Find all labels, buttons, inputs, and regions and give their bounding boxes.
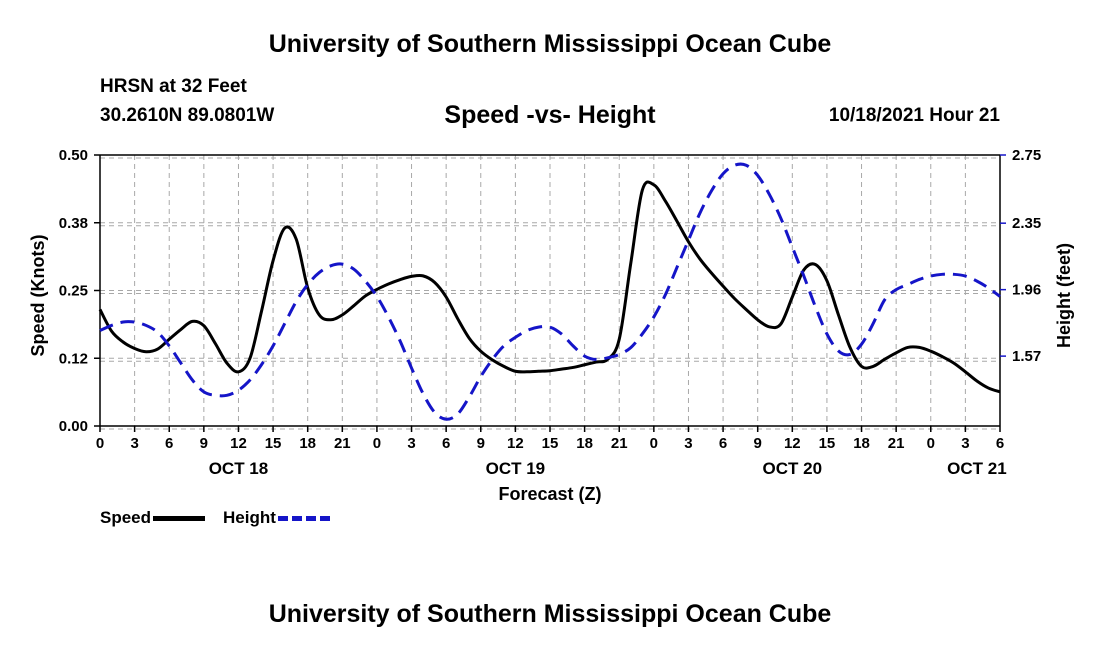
forecast-datetime: 10/18/2021 Hour 21 [828,105,1000,126]
x-tick-label: 6 [996,435,1004,452]
chart-subtitle: Speed -vs- Height [444,101,656,129]
x-tick-label: 15 [265,435,282,452]
x-tick-label: 21 [611,435,628,452]
x-tick-label: 3 [684,435,692,452]
x-tick-label: 6 [442,435,450,452]
x-tick-label: 9 [754,435,762,452]
date-label: OCT 20 [763,459,823,478]
x-tick-label: 0 [650,435,658,452]
station-label: HRSN at 32 Feet [100,76,247,97]
x-axis-title: Forecast (Z) [498,484,601,504]
x-tick-label: 21 [888,435,905,452]
x-tick-label: 18 [576,435,593,452]
y-axis-title: Speed (Knots) [28,234,48,356]
legend-speed-label: Speed [100,508,152,527]
y-right-axis-title: Height (feet) [1054,243,1074,348]
x-tick-label: 0 [373,435,381,452]
footer-title: University of Southern Mississippi Ocean… [268,600,832,628]
x-tick-label: 15 [542,435,559,452]
x-tick-label: 15 [819,435,836,452]
series-height-line [99,162,1001,421]
x-tick-label: 6 [719,435,727,452]
x-tick-label: 18 [853,435,870,452]
station-coordinates: 30.2610N 89.0801W [100,105,275,126]
x-tick-label: 21 [334,435,351,452]
legend-height-line [277,515,330,521]
series-speed-line [98,180,1001,394]
x-tick-label: 12 [507,435,524,452]
x-tick-label: 9 [200,435,208,452]
legend-height-label: Height [223,508,276,527]
x-tick-label: 3 [407,435,415,452]
y-right-tick-label: 2.35 [1012,215,1041,232]
y-right-tick-label: 1.96 [1012,282,1041,299]
legend-speed-line [153,515,206,521]
x-tick-label: 12 [230,435,247,452]
x-tick-label: 12 [784,435,801,452]
y-right-tick-label: 1.57 [1012,348,1041,365]
x-tick-label: 3 [961,435,969,452]
chart-legend: Speed Height [100,508,330,528]
date-label: OCT 18 [209,459,269,478]
date-label: OCT 19 [486,459,546,478]
y-tick-label: 0.25 [59,283,88,300]
x-tick-label: 9 [477,435,485,452]
x-tick-label: 18 [299,435,316,452]
y-tick-label: 0.38 [59,215,88,232]
date-label: OCT 21 [947,459,1007,478]
x-tick-label: 3 [130,435,138,452]
x-tick-label: 0 [927,435,935,452]
x-tick-label: 6 [165,435,173,452]
x-tick-label: 0 [96,435,104,452]
y-tick-label: 0.50 [59,147,88,164]
y-tick-label: 0.12 [59,350,88,367]
page-title: University of Southern Mississippi Ocean… [268,30,832,58]
y-tick-label: 0.00 [59,418,88,435]
y-right-tick-label: 2.75 [1012,147,1041,164]
